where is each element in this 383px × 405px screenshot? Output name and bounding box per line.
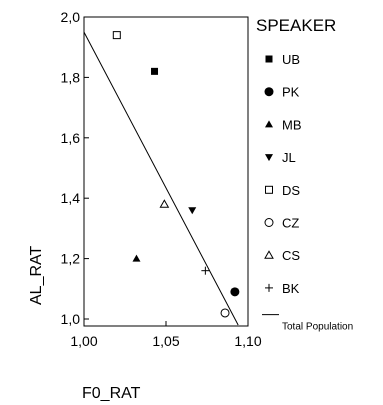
legend-label-ds: DS — [282, 183, 300, 198]
legend-marker-mb — [265, 120, 273, 128]
legend-label-ub: UB — [282, 52, 300, 67]
x-tick-label: 1,00 — [70, 333, 97, 349]
legend-marker-cz — [264, 218, 274, 227]
y-tick-label: 1,4 — [61, 190, 81, 206]
data-point-cz — [220, 308, 230, 318]
x-tick-label: 1,05 — [152, 333, 179, 349]
y-axis-ticks: 1,0 1,2 1,4 1,6 1,8 2,0 — [61, 9, 89, 327]
legend-label-jl: JL — [282, 150, 296, 165]
legend-title: SPEAKER — [256, 16, 336, 35]
legend-label-pk: PK — [282, 85, 300, 100]
y-tick-label: 1,6 — [61, 130, 81, 146]
x-tick-label: 1,10 — [234, 333, 261, 349]
data-point-pk — [230, 287, 240, 297]
data-point-ds — [112, 31, 121, 40]
data-point-jl — [188, 207, 197, 215]
legend-marker-bk — [265, 283, 273, 292]
data-point-mb — [132, 254, 141, 262]
y-tick-label: 1,0 — [61, 311, 81, 327]
data-points — [112, 31, 240, 318]
legend: UB PK MB JL DS CZ CS BK Total Population — [262, 52, 353, 333]
plot-frame — [83, 16, 249, 327]
legend-marker-ds — [265, 185, 273, 194]
legend-marker-ub — [265, 55, 273, 63]
legend-marker-jl — [265, 154, 273, 162]
fit-line-total-population — [83, 31, 239, 326]
legend-marker-cs — [264, 250, 274, 259]
data-point-bk — [201, 266, 210, 275]
data-point-ub — [151, 67, 159, 75]
legend-label-mb: MB — [282, 117, 302, 132]
y-axis-label: AL_RAT — [28, 245, 45, 305]
data-point-cs — [159, 199, 170, 208]
x-axis-label: F0_RAT — [82, 385, 141, 402]
y-tick-label: 1,8 — [61, 69, 81, 85]
legend-label-cz: CZ — [282, 216, 299, 231]
y-tick-label: 1,2 — [61, 251, 81, 267]
x-axis-ticks: 1,00 1,05 1,10 — [70, 321, 262, 349]
legend-label-cs: CS — [282, 248, 300, 263]
legend-label-total-population: Total Population — [282, 322, 353, 333]
legend-label-bk: BK — [282, 281, 300, 296]
y-tick-label: 2,0 — [61, 9, 81, 25]
legend-marker-pk — [264, 87, 274, 97]
